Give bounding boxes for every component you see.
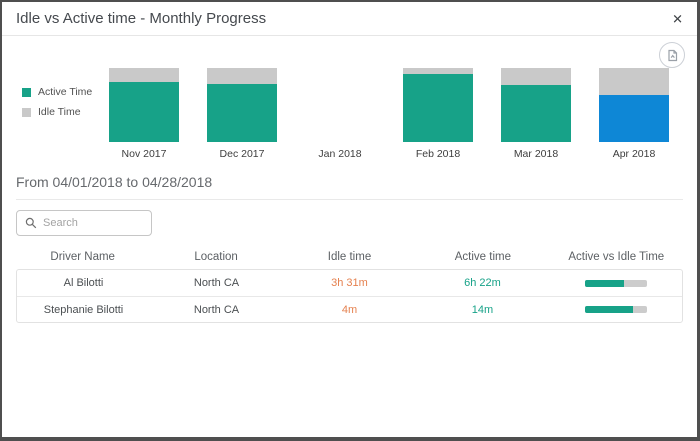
- active-fill: [584, 279, 625, 287]
- month-bar: [305, 68, 375, 142]
- bar-slot-dec-2017: Dec 2017: [193, 68, 291, 160]
- idle-segment: [501, 68, 571, 86]
- table-body: Al Bilotti North CA 3h 31m 6h 22m Stephanie …: [16, 269, 683, 323]
- active-segment: [501, 85, 571, 142]
- month-bar[interactable]: [599, 68, 669, 142]
- idle-segment: [109, 68, 179, 83]
- search-icon: [25, 217, 43, 229]
- month-label: Nov 2017: [121, 148, 167, 160]
- stacked-bar-chart: Active Time Idle Time Nov 2017 Dec 2017 Jan…: [2, 36, 697, 162]
- driver-name-cell: Stephanie Bilotti: [43, 303, 124, 316]
- idle-segment: [403, 68, 473, 74]
- table-header-row: Driver Name Location Idle time Active time A…: [16, 244, 683, 269]
- active-vs-idle-cell: [549, 306, 682, 313]
- bar-slot-jan-2018: Jan 2018: [291, 68, 389, 160]
- active-time-cell: 6h 22m: [464, 277, 501, 289]
- dialog-title: Idle vs Active time - Monthly Progress: [16, 10, 267, 27]
- legend-item-active-time[interactable]: Active Time: [22, 86, 92, 98]
- active-segment: [599, 95, 669, 142]
- active-vs-idle-bar: [584, 306, 647, 313]
- legend-item-idle-time[interactable]: Idle Time: [22, 106, 92, 118]
- active-fill: [584, 306, 633, 313]
- bar-slot-mar-2018: Mar 2018: [487, 68, 585, 160]
- bar-slot-nov-2017: Nov 2017: [95, 68, 193, 160]
- column-header-driver-name: Driver Name: [50, 250, 115, 263]
- drivers-table: Driver Name Location Idle time Active time A…: [16, 244, 683, 323]
- month-bar[interactable]: [207, 68, 277, 142]
- search-input[interactable]: [43, 217, 143, 229]
- idle-time-cell: 3h 31m: [331, 277, 368, 289]
- column-header-location: Location: [194, 250, 238, 263]
- active-vs-idle-cell: [549, 279, 682, 287]
- table-row[interactable]: Al Bilotti North CA 3h 31m 6h 22m: [17, 270, 682, 296]
- export-chart-icon: [666, 49, 679, 62]
- close-icon[interactable]: ✕: [672, 11, 683, 26]
- legend-swatch: [22, 87, 31, 97]
- bar-slot-feb-2018: Feb 2018: [389, 68, 487, 160]
- location-cell: North CA: [193, 277, 240, 289]
- month-label: Mar 2018: [513, 148, 559, 160]
- active-segment: [403, 73, 473, 142]
- month-label: Dec 2017: [219, 148, 265, 160]
- legend-swatch: [22, 107, 31, 117]
- active-vs-idle-bar: [584, 279, 647, 287]
- month-label: Jan 2018: [318, 148, 362, 160]
- active-segment: [109, 82, 179, 142]
- export-button[interactable]: [659, 42, 685, 68]
- month-label: Feb 2018: [415, 148, 461, 160]
- month-bar[interactable]: [501, 68, 571, 142]
- column-header-active-time: Active time: [454, 250, 512, 263]
- bar-slot-apr-2018: Apr 2018: [585, 68, 683, 160]
- legend-label: Active Time: [38, 86, 93, 98]
- idle-time-cell: 4m: [341, 303, 358, 316]
- legend-label: Idle Time: [38, 106, 81, 118]
- active-time-cell: 14m: [471, 303, 494, 316]
- month-bar[interactable]: [109, 68, 179, 142]
- month-bar[interactable]: [403, 68, 473, 142]
- column-header-idle-time: Idle time: [327, 250, 372, 263]
- idle-segment: [599, 68, 669, 96]
- chart-bars: Nov 2017 Dec 2017 Jan 2018 Feb 2018 Mar 2018…: [95, 68, 683, 160]
- period-label: From 04/01/2018 to 04/28/2018: [16, 174, 683, 200]
- dialog-header: Idle vs Active time - Monthly Progress ✕: [2, 2, 697, 36]
- table-row[interactable]: Stephanie Bilotti North CA 4m 14m: [17, 296, 682, 322]
- search-box: [16, 210, 152, 236]
- active-segment: [207, 83, 277, 142]
- chart-legend: Active Time Idle Time: [22, 86, 92, 126]
- idle-segment: [207, 68, 277, 84]
- location-cell: North CA: [193, 303, 240, 316]
- column-header-active-vs-idle-time: Active vs Idle Time: [568, 250, 665, 263]
- month-label: Apr 2018: [612, 148, 656, 160]
- driver-name-cell: Al Bilotti: [63, 277, 104, 289]
